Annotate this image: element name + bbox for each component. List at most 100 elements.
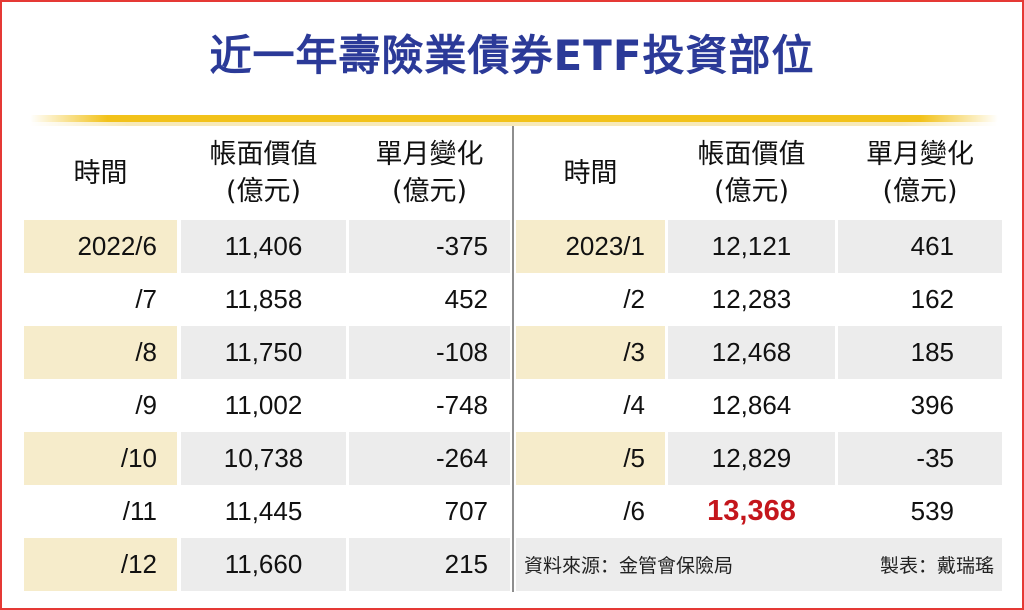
time-cell-text: /2 <box>623 284 645 314</box>
time-cell: /3 <box>516 326 665 379</box>
book-value-cell: 11,858 <box>180 273 346 326</box>
left-table: 時間 帳面價值 (億元) 單月變化 (億元) 2022/6 11,406 -375/7 1… <box>24 126 510 591</box>
time-cell-text: /9 <box>135 390 157 420</box>
header-time-label: 時間 <box>563 157 618 189</box>
time-cell-text: /8 <box>135 337 157 367</box>
book-value-cell-text: 11,445 <box>224 496 303 526</box>
book-value-cell: 12,121 <box>668 220 835 273</box>
chart-title: 近一年壽險業債券ETF投資部位 <box>209 31 815 80</box>
monthly-change-cell: 215 <box>349 538 510 591</box>
book-value-cell: 12,283 <box>668 273 835 326</box>
header-book-value-line2: (億元) <box>225 176 302 207</box>
book-value-cell: 11,406 <box>180 220 346 273</box>
time-cell: /10 <box>24 432 177 485</box>
book-value-cell-text: 12,864 <box>711 390 792 420</box>
header-monthly-change-line1: 單月變化 <box>375 139 484 170</box>
time-cell: /8 <box>24 326 177 379</box>
book-value-cell: 11,750 <box>180 326 346 379</box>
monthly-change-cell: 162 <box>838 273 1002 326</box>
book-value-cell: 13,368 <box>668 485 835 538</box>
book-value-cell-text: 13,368 <box>707 495 796 527</box>
time-cell-text: /7 <box>135 284 157 314</box>
header-monthly-change: 單月變化 (億元) <box>349 126 510 220</box>
time-cell: /12 <box>24 538 177 591</box>
monthly-change-cell-text: -35 <box>916 443 954 473</box>
table-row: /5 12,829 -35 <box>516 432 1002 485</box>
monthly-change-cell-text: 215 <box>444 549 488 579</box>
header-row: 時間 帳面價值 (億元) 單月變化 (億元) <box>516 126 1002 220</box>
monthly-change-cell: -108 <box>349 326 510 379</box>
monthly-change-cell: -748 <box>349 379 510 432</box>
time-cell-text: /5 <box>623 443 645 473</box>
time-cell-text: /6 <box>623 496 645 526</box>
time-cell: 2023/1 <box>516 220 665 273</box>
header-monthly-change: 單月變化 (億元) <box>838 126 1002 220</box>
header-book-value-line2: (億元) <box>713 176 790 207</box>
header-time: 時間 <box>24 126 177 220</box>
table-row: /12 11,660 215 <box>24 538 510 591</box>
table-row: /7 11,858 452 <box>24 273 510 326</box>
book-value-cell-text: 11,858 <box>224 284 303 314</box>
right-table: 時間 帳面價值 (億元) 單月變化 (億元) 2023/1 12,121 461/2 12… <box>516 126 1002 591</box>
table-row: /11 11,445 707 <box>24 485 510 538</box>
table-row: /3 12,468 185 <box>516 326 1002 379</box>
monthly-change-cell-text: 185 <box>910 337 954 367</box>
header-monthly-change-line2: (億元) <box>391 176 468 207</box>
header-book-value-line1: 帳面價值 <box>209 139 318 170</box>
author-credit: 製表：戴瑞瑤 <box>879 555 994 577</box>
monthly-change-cell-text: -264 <box>435 443 488 473</box>
table-row: 2022/6 11,406 -375 <box>24 220 510 273</box>
table-row: /8 11,750 -108 <box>24 326 510 379</box>
table-row: /9 11,002 -748 <box>24 379 510 432</box>
time-cell-text: /11 <box>122 496 157 526</box>
book-value-cell-text: 12,829 <box>711 443 792 473</box>
monthly-change-cell: 396 <box>838 379 1002 432</box>
header-monthly-change-line1: 單月變化 <box>866 139 974 170</box>
book-value-cell-text: 11,406 <box>224 231 303 261</box>
time-cell: /6 <box>516 485 665 538</box>
book-value-cell-text: 10,738 <box>223 443 304 473</box>
time-cell-text: 2023/1 <box>565 231 645 261</box>
time-cell-text: /3 <box>623 337 645 367</box>
book-value-cell: 12,468 <box>668 326 835 379</box>
time-cell: /2 <box>516 273 665 326</box>
time-cell: /11 <box>24 485 177 538</box>
book-value-cell: 12,829 <box>668 432 835 485</box>
table-row: /4 12,864 396 <box>516 379 1002 432</box>
monthly-change-cell: 452 <box>349 273 510 326</box>
time-cell: 2022/6 <box>24 220 177 273</box>
monthly-change-cell-text: 452 <box>444 284 488 314</box>
book-value-cell: 11,660 <box>180 538 346 591</box>
book-value-cell: 11,445 <box>180 485 346 538</box>
book-value-cell: 11,002 <box>180 379 346 432</box>
monthly-change-cell: -264 <box>349 432 510 485</box>
time-cell-text: /4 <box>623 390 645 420</box>
monthly-change-cell: 461 <box>838 220 1002 273</box>
book-value-cell-text: 11,660 <box>224 549 303 579</box>
monthly-change-cell: 539 <box>838 485 1002 538</box>
title-underline-shadow <box>30 122 998 126</box>
monthly-change-cell: 185 <box>838 326 1002 379</box>
time-cell: /4 <box>516 379 665 432</box>
time-cell-text: /10 <box>120 443 157 473</box>
time-cell-text: /12 <box>120 549 157 579</box>
monthly-change-cell-text: 707 <box>444 496 488 526</box>
book-value-cell-text: 11,750 <box>224 337 303 367</box>
monthly-change-cell-text: 162 <box>910 284 954 314</box>
monthly-change-cell-text: -748 <box>435 390 488 420</box>
book-value-cell-text: 12,468 <box>711 337 792 367</box>
monthly-change-cell-text: -375 <box>435 231 488 261</box>
book-value-cell-text: 12,121 <box>711 231 792 261</box>
time-cell: /9 <box>24 379 177 432</box>
monthly-change-cell: -35 <box>838 432 1002 485</box>
header-row: 時間 帳面價值 (億元) 單月變化 (億元) <box>24 126 510 220</box>
header-book-value-line1: 帳面價值 <box>697 139 806 170</box>
header-book-value: 帳面價值 (億元) <box>668 126 835 220</box>
footer-row: 資料來源：金管會保險局 製表：戴瑞瑤 <box>516 538 1002 591</box>
table-divider <box>512 126 514 592</box>
table-row: 2023/1 12,121 461 <box>516 220 1002 273</box>
title-underline <box>30 115 998 122</box>
header-monthly-change-line2: (億元) <box>882 176 958 207</box>
book-value-cell: 10,738 <box>180 432 346 485</box>
table-row: /10 10,738 -264 <box>24 432 510 485</box>
